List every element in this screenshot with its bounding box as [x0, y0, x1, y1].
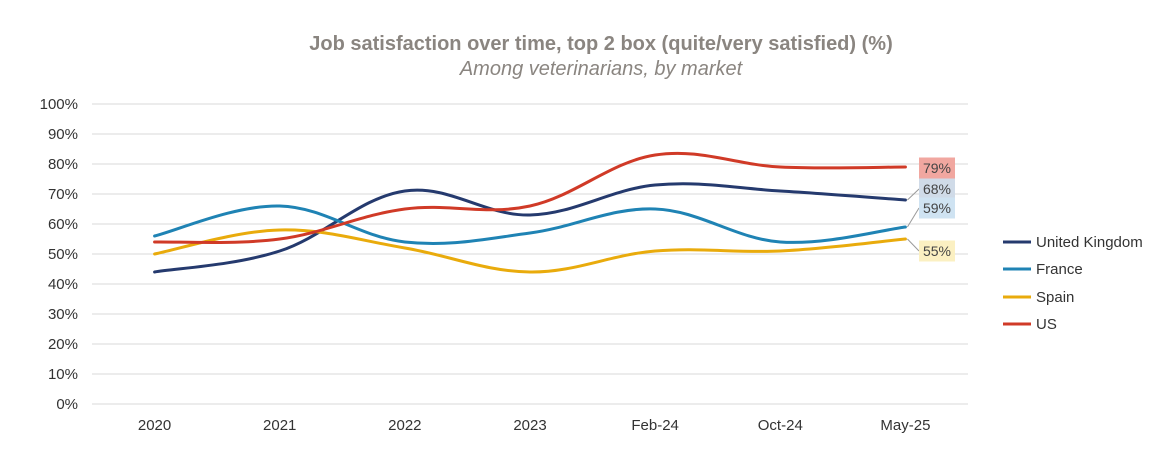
legend-label-france: France — [1036, 261, 1083, 278]
x-tick-label: May-25 — [880, 417, 930, 434]
end-label-box-france — [919, 197, 955, 219]
legend-label-uk: United Kingdom — [1036, 234, 1143, 251]
end-labels: 68% 59% 55% 79% — [907, 157, 955, 262]
x-tick-label: 2023 — [513, 417, 546, 434]
end-label-leader-france — [907, 207, 920, 228]
end-label-box-uk — [919, 178, 955, 200]
end-label-box-spain — [919, 240, 955, 262]
gridlines — [92, 103, 968, 405]
y-tick-label: 100% — [40, 96, 78, 113]
series-line-spain — [153, 228, 907, 274]
y-tick-label: 20% — [48, 336, 78, 353]
end-label-leader-spain — [907, 238, 920, 252]
series-lines — [153, 151, 907, 274]
y-tick-label: 0% — [56, 396, 78, 413]
series-line-uk — [153, 182, 907, 274]
series-line-france — [153, 204, 907, 245]
chart-subtitle: Among veterinarians, by market — [459, 58, 744, 80]
legend-label-spain: Spain — [1036, 289, 1074, 306]
y-tick-label: 40% — [48, 276, 78, 293]
end-label-spain: 55% — [923, 243, 951, 259]
y-tick-label: 50% — [48, 246, 78, 263]
legend: United Kingdom France Spain US — [1003, 234, 1143, 333]
x-tick-label: 2022 — [388, 417, 421, 434]
chart-title: Job satisfaction over time, top 2 box (q… — [309, 33, 892, 55]
y-axis-ticks: 0% 10% 20% 30% 40% 50% 60% 70% 80% 90% 100% — [40, 96, 78, 413]
x-axis-ticks: 2020 2021 2022 2023 Feb-24 Oct-24 May-25 — [138, 417, 931, 434]
y-tick-label: 70% — [48, 186, 78, 203]
x-tick-label: Oct-24 — [758, 417, 803, 434]
end-label-box-us — [919, 157, 955, 179]
x-tick-label: 2021 — [263, 417, 296, 434]
y-tick-label: 90% — [48, 126, 78, 143]
y-tick-label: 30% — [48, 306, 78, 323]
x-tick-label: Feb-24 — [631, 417, 679, 434]
end-label-uk: 68% — [923, 181, 951, 197]
x-tick-label: 2020 — [138, 417, 171, 434]
end-label-leader-uk — [907, 188, 920, 201]
y-tick-label: 80% — [48, 156, 78, 173]
y-tick-label: 10% — [48, 366, 78, 383]
series-line-us — [153, 151, 907, 245]
y-tick-label: 60% — [48, 216, 78, 233]
end-label-us: 79% — [923, 160, 951, 176]
legend-label-us: US — [1036, 316, 1057, 333]
end-label-france: 59% — [923, 200, 951, 216]
